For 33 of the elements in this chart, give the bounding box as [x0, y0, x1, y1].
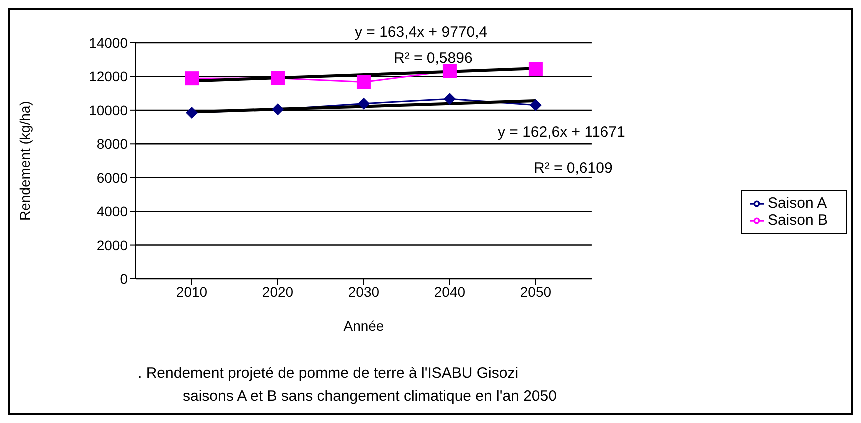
point: [444, 93, 456, 106]
text: saisons A et B sans changement climatique en l'an 2050: [183, 388, 557, 405]
point: [358, 98, 370, 110]
point: [185, 72, 199, 86]
y-tick-label: 14000: [89, 34, 128, 51]
point: [186, 106, 198, 119]
point: [442, 64, 457, 78]
x-tick-label: 2050: [520, 284, 552, 300]
point: [270, 71, 285, 86]
x-tick-label: 2040: [434, 284, 466, 300]
y-tick-label: 0: [120, 270, 128, 287]
text: . Rendement projeté de pomme de terre à l'ISABU Gisozi: [138, 365, 519, 382]
x-tick-label: 2020: [262, 284, 294, 300]
annotation: R² = 0,6109: [534, 160, 613, 177]
x-axis-title: Année: [344, 318, 384, 334]
annotation: y = 162,6x + 11671: [498, 124, 626, 141]
y-tick-label: 8000: [96, 136, 128, 152]
y-tick-label: 12000: [89, 68, 128, 85]
legend-label: Saison A: [768, 194, 828, 212]
legend-label: Saison B: [768, 212, 828, 228]
y-tick-label: 4000: [96, 204, 128, 220]
y-tick-label: 6000: [96, 170, 128, 186]
point: [530, 99, 542, 112]
y-tick-label: 2000: [96, 237, 128, 254]
x-tick-label: 2010: [176, 284, 208, 300]
y-axis-title: Rendement (kg/ha): [16, 101, 33, 221]
text: y = 163,4x + 9770,4: [355, 24, 488, 41]
point: [528, 62, 543, 76]
annotation: R² = 0,5896: [394, 50, 473, 67]
point: [356, 75, 371, 90]
point: [272, 104, 284, 116]
y-tick-label: 10000: [89, 102, 128, 118]
x-tick-label: 2030: [348, 284, 380, 300]
